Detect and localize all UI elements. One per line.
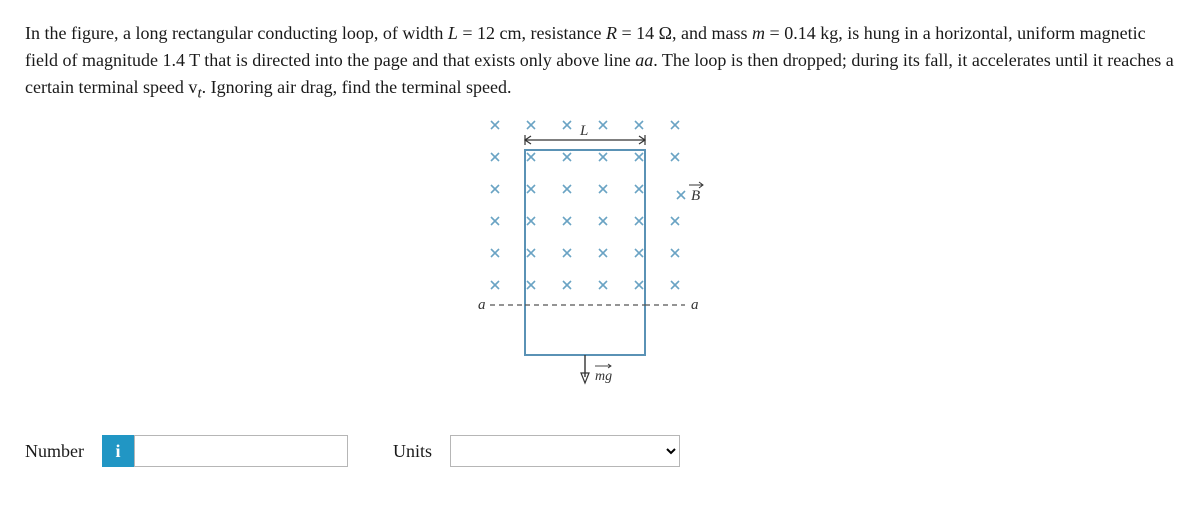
answer-row: Number i Units bbox=[25, 435, 1175, 467]
conducting-loop bbox=[525, 150, 645, 355]
number-label: Number bbox=[25, 441, 84, 462]
number-input[interactable] bbox=[134, 435, 348, 467]
force-label: mg bbox=[595, 369, 612, 384]
var-L: L bbox=[448, 23, 458, 43]
var-aa: aa bbox=[635, 50, 653, 70]
units-label: Units bbox=[393, 441, 432, 462]
physics-diagram: L B a a mg bbox=[455, 115, 745, 395]
figure-container: L B a a mg bbox=[25, 115, 1175, 395]
units-select[interactable] bbox=[450, 435, 680, 467]
text-part: = 14 Ω, and mass bbox=[617, 23, 752, 43]
var-R: R bbox=[606, 23, 617, 43]
var-m: m bbox=[752, 23, 765, 43]
text-part: In the figure, a long rectangular conduc… bbox=[25, 23, 448, 43]
info-icon[interactable]: i bbox=[102, 435, 134, 467]
problem-statement: In the figure, a long rectangular conduc… bbox=[25, 20, 1175, 105]
width-label: L bbox=[579, 123, 588, 139]
text-part: = 12 cm, resistance bbox=[458, 23, 606, 43]
text-part: . Ignoring air drag, find the terminal s… bbox=[202, 77, 512, 97]
field-label: B bbox=[691, 188, 700, 204]
line-a-right-label: a bbox=[691, 297, 699, 313]
line-a-left-label: a bbox=[478, 297, 486, 313]
